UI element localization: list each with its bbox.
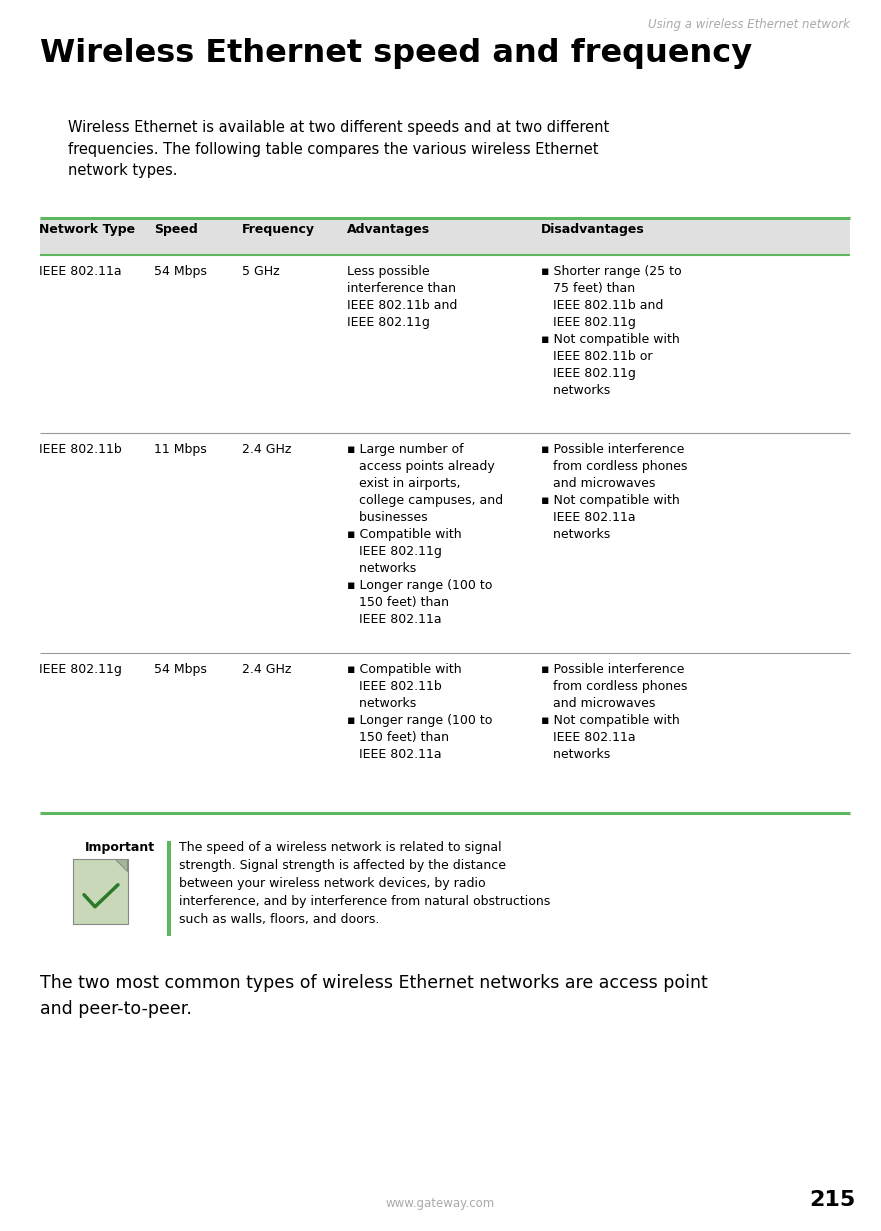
Text: 2.4 GHz: 2.4 GHz [242,443,292,455]
Text: The two most common types of wireless Ethernet networks are access point
and pee: The two most common types of wireless Et… [40,974,707,1018]
Text: ▪ Compatible with
   IEEE 802.11b
   networks
▪ Longer range (100 to
   150 feet: ▪ Compatible with IEEE 802.11b networks … [347,664,492,761]
Text: Speed: Speed [154,223,197,236]
Text: IEEE 802.11g: IEEE 802.11g [39,664,122,676]
Text: Less possible
interference than
IEEE 802.11b and
IEEE 802.11g: Less possible interference than IEEE 802… [347,265,457,329]
Text: Advantages: Advantages [347,223,430,236]
Text: 11 Mbps: 11 Mbps [154,443,207,455]
Text: Disadvantages: Disadvantages [541,223,645,236]
Text: ▪ Shorter range (25 to
   75 feet) than
   IEEE 802.11b and
   IEEE 802.11g
▪ No: ▪ Shorter range (25 to 75 feet) than IEE… [541,265,682,398]
Bar [73,859,128,924]
Text: ▪ Possible interference
   from cordless phones
   and microwaves
▪ Not compatib: ▪ Possible interference from cordless ph… [541,443,687,540]
Text: 215: 215 [809,1190,855,1210]
Text: Network Type: Network Type [39,223,135,236]
Text: 2.4 GHz: 2.4 GHz [242,664,292,676]
Text: 5 GHz: 5 GHz [242,265,279,278]
Bar [167,841,171,936]
Text: Important: Important [85,841,155,854]
Polygon shape [115,859,127,872]
Text: ▪ Large number of
   access points already
   exist in airports,
   college camp: ▪ Large number of access points already … [347,443,503,627]
Text: www.gateway.com: www.gateway.com [386,1197,495,1210]
Text: Frequency: Frequency [242,223,315,236]
Text: ▪ Possible interference
   from cordless phones
   and microwaves
▪ Not compatib: ▪ Possible interference from cordless ph… [541,664,687,761]
Text: 54 Mbps: 54 Mbps [154,664,207,676]
Text: Wireless Ethernet speed and frequency: Wireless Ethernet speed and frequency [40,38,751,69]
Text: 54 Mbps: 54 Mbps [154,265,207,278]
Text: IEEE 802.11b: IEEE 802.11b [39,443,122,455]
Bar [40,218,850,255]
Text: IEEE 802.11a: IEEE 802.11a [39,265,122,278]
Text: Wireless Ethernet is available at two different speeds and at two different
freq: Wireless Ethernet is available at two di… [68,119,609,178]
Text: The speed of a wireless network is related to signal
strength. Signal strength i: The speed of a wireless network is relat… [179,841,551,926]
Text: Using a wireless Ethernet network: Using a wireless Ethernet network [648,18,850,31]
